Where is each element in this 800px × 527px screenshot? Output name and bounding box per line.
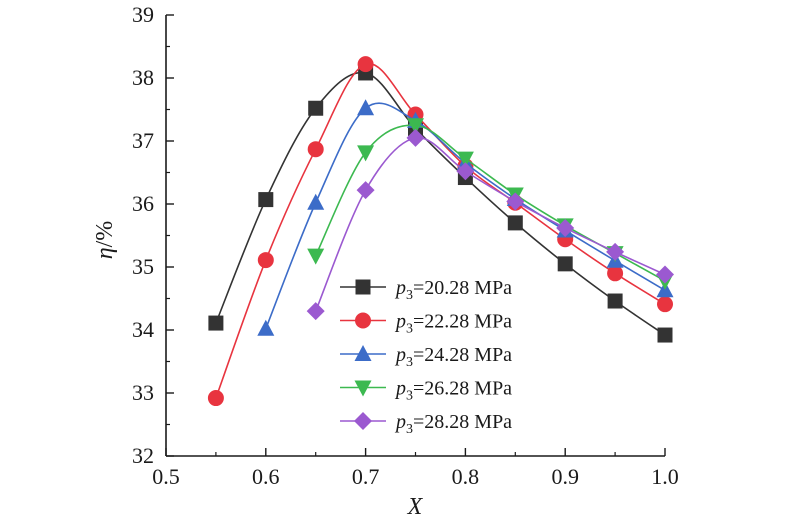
x-tick-label: 0.5 [152,464,180,489]
legend-marker [354,380,372,397]
legend-item: p3=28.28 MPa [340,411,512,437]
data-point [356,181,375,200]
legend-value: =26.28 MPa [413,378,512,400]
y-tick-label: 35 [132,254,154,279]
legend-symbol: p [394,277,406,299]
legend-marker [354,345,372,361]
legend-label: p3=28.28 MPa [394,411,512,437]
data-point [556,218,575,237]
legend-label: p3=20.28 MPa [394,277,512,303]
legend-label: p3=22.28 MPa [394,311,512,337]
y-tick-label: 38 [132,65,154,90]
legend-marker [354,412,372,430]
legend-item: p3=26.28 MPa [340,378,512,404]
legend-value: =20.28 MPa [413,277,512,299]
data-point [607,265,624,282]
legend-symbol: p [394,311,406,333]
data-point [257,319,275,336]
legend-label: p3=26.28 MPa [394,378,512,404]
data-point [657,327,673,343]
data-point [407,118,424,135]
data-point [207,390,224,407]
x-tick-label: 0.9 [551,464,579,489]
data-point [307,193,325,210]
x-tick-label: 1.0 [651,464,679,489]
data-point [656,265,674,284]
legend-item: p3=20.28 MPa [340,277,512,303]
data-point [258,192,274,208]
legend-subscript: 3 [406,355,413,370]
data-point [607,293,623,309]
legend-item: p3=24.28 MPa [340,344,512,370]
legend-value: =28.28 MPa [413,411,512,433]
data-point [357,56,374,73]
data-point [357,145,375,162]
data-point [456,151,474,168]
data-point [306,302,325,321]
data-point [357,99,375,116]
legend-item: p3=22.28 MPa [340,311,512,337]
legend-symbol: p [394,411,406,433]
legend-marker [355,279,371,295]
y-axis-symbol: η [92,247,118,259]
series-layer [207,56,674,407]
data-point [257,252,274,269]
legend-subscript: 3 [406,422,413,437]
legend-subscript: 3 [406,322,413,337]
legend-subscript: 3 [406,288,413,303]
y-tick-label: 39 [132,2,154,27]
y-axis-title: η/% [92,221,118,260]
x-tick-label: 0.6 [252,464,280,489]
data-point [456,162,475,181]
data-point [208,315,224,331]
legend-marker [355,312,371,329]
data-point [606,242,625,261]
y-axis-unit: /% [92,221,118,248]
legend-label: p3=24.28 MPa [394,344,512,370]
data-point [657,296,673,313]
legend-subscript: 3 [406,389,413,404]
data-point [307,141,324,158]
data-point [507,215,523,231]
y-tick-label: 36 [132,191,154,216]
x-tick-label: 0.8 [452,464,480,489]
legend-value: =24.28 MPa [413,344,512,366]
legend-symbol: p [394,378,406,400]
data-point [406,128,425,147]
data-point [307,248,325,265]
data-point [557,256,573,272]
legend-value: =22.28 MPa [413,311,512,333]
y-ticks: 32 33 34 35 36 37 38 39 [132,2,174,468]
y-tick-label: 32 [132,443,154,468]
legend-symbol: p [394,344,406,366]
y-tick-label: 33 [132,380,154,405]
y-tick-label: 34 [132,317,154,342]
series-1 [208,65,673,343]
x-tick-label: 0.7 [352,464,380,489]
y-tick-label: 37 [132,128,154,153]
data-point [308,100,324,116]
series-5 [306,128,674,321]
x-ticks: 0.5 0.6 0.7 0.8 0.9 1.0 [152,448,679,489]
x-axis-title: X [407,494,424,520]
data-point [506,192,525,211]
